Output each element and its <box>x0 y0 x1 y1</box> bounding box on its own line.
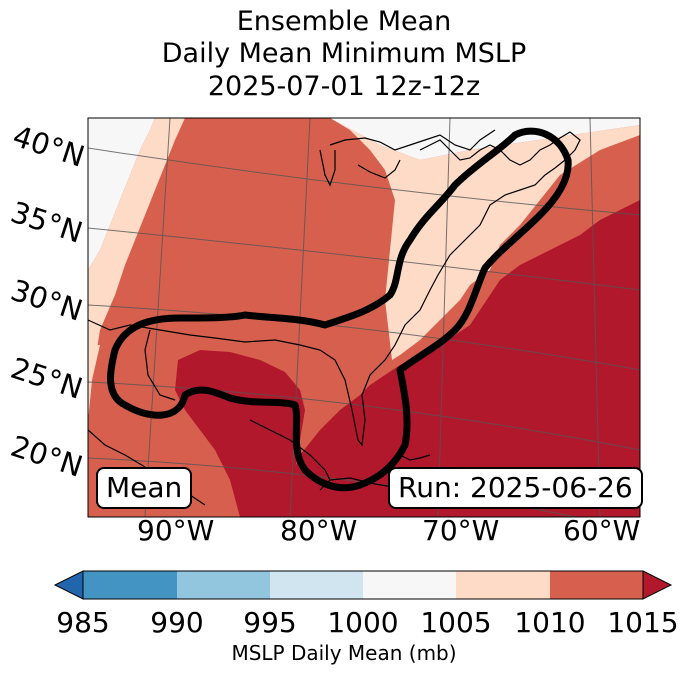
colorbar-tick-990: 990 <box>150 606 204 639</box>
map-fill-layer <box>88 118 640 517</box>
lon-label-60w: 60°W <box>563 514 641 547</box>
map-frame <box>87 117 641 518</box>
colorbar-bin-990-995 <box>177 571 270 599</box>
colorbar-title: MSLP Daily Mean (mb) <box>231 641 457 665</box>
colorbar-bin-1005-1010 <box>456 571 550 599</box>
pressure-region-1000 <box>88 118 155 270</box>
colorbar <box>53 570 673 600</box>
mean-label-box: Mean <box>96 467 193 509</box>
colorbar-bin-995-1000 <box>270 571 363 599</box>
pressure-region-1005-west <box>88 118 185 420</box>
colorbar-tick-1005: 1005 <box>420 606 492 639</box>
pressure-region-1005-north <box>330 118 640 360</box>
lon-label-70w: 70°W <box>422 514 500 547</box>
colorbar-bin-985-990 <box>83 571 177 599</box>
colorbar-extend-high <box>642 570 673 600</box>
title-line-2: Daily Mean Minimum MSLP <box>161 38 527 69</box>
colorbar-tick-1010: 1010 <box>514 606 586 639</box>
colorbar-tick-985: 985 <box>56 606 110 639</box>
colorbar-tick-1015: 1015 <box>607 606 679 639</box>
title-line-1: Ensemble Mean <box>236 6 452 37</box>
run-date-box: Run: 2025-06-26 <box>388 467 643 509</box>
colorbar-extend-low <box>53 570 84 600</box>
mslp-mean-contour <box>107 127 572 492</box>
colorbar-bin-1010-1015 <box>550 571 643 599</box>
title-line-3: 2025-07-01 12z-12z <box>207 71 481 102</box>
pressure-region-1000-ne <box>330 118 640 160</box>
colorbar-frame <box>82 570 644 600</box>
colorbar-tick-995: 995 <box>243 606 297 639</box>
lon-label-90w: 90°W <box>137 514 215 547</box>
colorbar-bin-1000-1005 <box>363 571 456 599</box>
pressure-region-1005-gulf <box>88 345 100 420</box>
lon-label-80w: 80°W <box>280 514 358 547</box>
colorbar-tick-1000: 1000 <box>327 606 399 639</box>
